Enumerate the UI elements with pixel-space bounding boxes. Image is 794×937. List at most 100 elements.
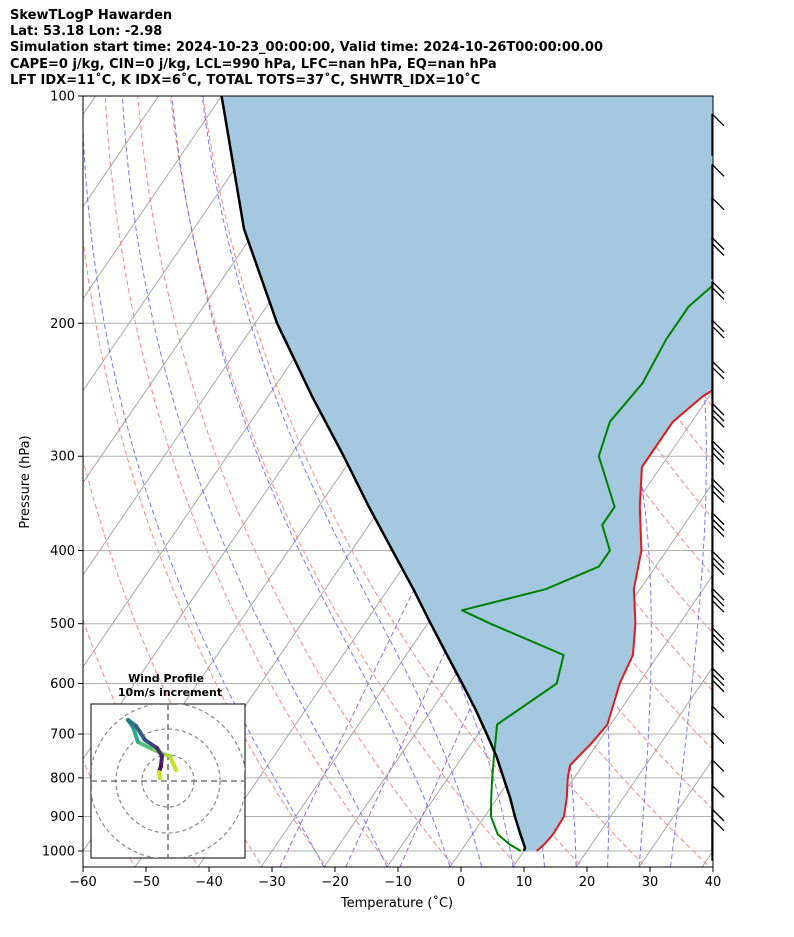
wind-barb: [711, 667, 725, 710]
isotherm-line: [83, 96, 96, 116]
y-tick-label: 600: [50, 677, 75, 692]
wind-barb-flag: [711, 808, 725, 822]
dry-adiabat-line: [0, 79, 8, 870]
wind-barb-flag: [711, 452, 725, 465]
mixing-ratio-line: [279, 550, 434, 867]
wind-barb-flag: [711, 440, 725, 453]
wind-barb: [711, 587, 725, 631]
wind-barb-flag: [711, 197, 725, 211]
dry-adiabat-line: [528, 96, 713, 409]
x-tick-label: −30: [258, 875, 285, 890]
wind-barb-flag: [711, 414, 725, 428]
wind-barb-flag: [711, 667, 725, 681]
y-axis-label: Pressure (hPa): [18, 435, 33, 528]
wind-barb-flag: [711, 113, 725, 127]
x-tick-label: 0: [457, 875, 465, 890]
dry-adiabat-line: [83, 457, 263, 867]
x-tick-label: −60: [69, 875, 96, 890]
hodograph-title: Wind Profile: [128, 672, 204, 685]
wind-barb: [711, 197, 725, 240]
wind-barb-flag: [711, 587, 725, 601]
x-tick-label: 10: [516, 875, 533, 890]
y-tick-label: 800: [50, 771, 75, 786]
isotherm-line: [512, 573, 713, 867]
isotherm-line: [386, 389, 713, 867]
hodograph-segment: [143, 738, 159, 750]
dry-adiabat-line: [748, 79, 794, 870]
wind-barb-flag: [711, 286, 725, 300]
dry-adiabat-line: [0, 79, 72, 870]
isotherm-line: [765, 96, 794, 867]
dewpoint-line: [460, 284, 713, 852]
wind-barb-flag: [711, 280, 725, 294]
x-tick-label: −10: [384, 875, 411, 890]
wind-barb-flag: [711, 673, 725, 687]
wind-barb-flag: [711, 731, 725, 745]
wind-barb-flag: [711, 556, 725, 570]
x-tick-label: −40: [195, 875, 222, 890]
wind-barb: [711, 550, 725, 593]
x-axis-label: Temperature (˚C): [340, 895, 453, 911]
hodograph-segment: [157, 770, 162, 780]
temperature-line: [535, 388, 713, 852]
wind-barb-flag: [711, 599, 725, 613]
stability-indices: LFT IDX=11˚C, K IDX=6˚C, TOTAL TOTS=37˚C…: [10, 72, 481, 88]
wind-barb-flag: [711, 446, 725, 459]
hodograph-segment: [168, 754, 178, 772]
y-tick-label: 100: [50, 90, 75, 105]
wind-barb: [711, 360, 725, 403]
wind-barb-flag: [711, 627, 725, 641]
wind-barb: [711, 113, 725, 156]
y-tick-label: 300: [50, 450, 75, 465]
wind-barb: [711, 818, 725, 861]
wind-barb: [711, 237, 725, 280]
dry-adiabat-line: [715, 79, 794, 870]
wind-barb-flag: [711, 402, 725, 416]
simulation-times: Simulation start time: 2024-10-23_00:00:…: [10, 40, 603, 56]
wind-barb-flag: [711, 478, 725, 491]
x-tick-label: 40: [705, 875, 722, 890]
moist-adiabat-line: [121, 96, 388, 867]
wind-barbs: [711, 113, 725, 861]
wind-barb-flag: [711, 639, 725, 653]
location-coordinates: Lat: 53.18 Lon: -2.98: [10, 24, 163, 40]
wind-barb: [711, 512, 725, 555]
isotherm-line: [575, 666, 713, 867]
isotherm-line: [83, 96, 285, 392]
wind-barb: [711, 280, 725, 324]
wind-barb: [711, 627, 725, 670]
isotherm-line: [83, 96, 222, 300]
y-tick-label: 500: [50, 617, 75, 632]
moist-adiabat-line: [201, 96, 483, 867]
wind-barb-flag: [711, 784, 725, 798]
wind-barb: [711, 705, 725, 748]
chart-title: SkewTLogP Hawarden: [10, 8, 173, 23]
hodograph-segment: [134, 724, 147, 742]
wind-barb-flag: [711, 360, 725, 374]
wind-barb-flag: [711, 524, 725, 538]
wind-barb-flag: [711, 518, 725, 532]
wind-barb-flag: [711, 366, 725, 380]
y-tick-label: 400: [50, 544, 75, 559]
wind-barb-flag: [711, 243, 725, 256]
cape-area: [221, 96, 713, 851]
y-tick-label: 200: [50, 317, 75, 332]
wind-barb-flag: [711, 512, 725, 526]
wind-barb-flag: [711, 633, 725, 647]
wind-barb-flag: [711, 818, 725, 832]
moist-adiabat-line: [83, 117, 325, 867]
x-tick-label: −20: [321, 875, 348, 890]
wind-barb: [711, 319, 725, 362]
wind-barb-flag: [711, 408, 725, 422]
wind-barb: [711, 731, 725, 774]
stability-parameters: CAPE=0 j/kg, CIN=0 j/kg, LCL=990 hPa, LF…: [10, 56, 497, 72]
wind-barb: [711, 402, 725, 446]
wind-barb-flag: [711, 325, 725, 339]
x-tick-label: 30: [642, 875, 659, 890]
dry-adiabat-line: [169, 96, 519, 867]
wind-barb-flag: [711, 163, 725, 177]
y-tick-label: 900: [50, 810, 75, 825]
cape-shading: [221, 96, 713, 851]
wind-barb: [711, 163, 725, 207]
